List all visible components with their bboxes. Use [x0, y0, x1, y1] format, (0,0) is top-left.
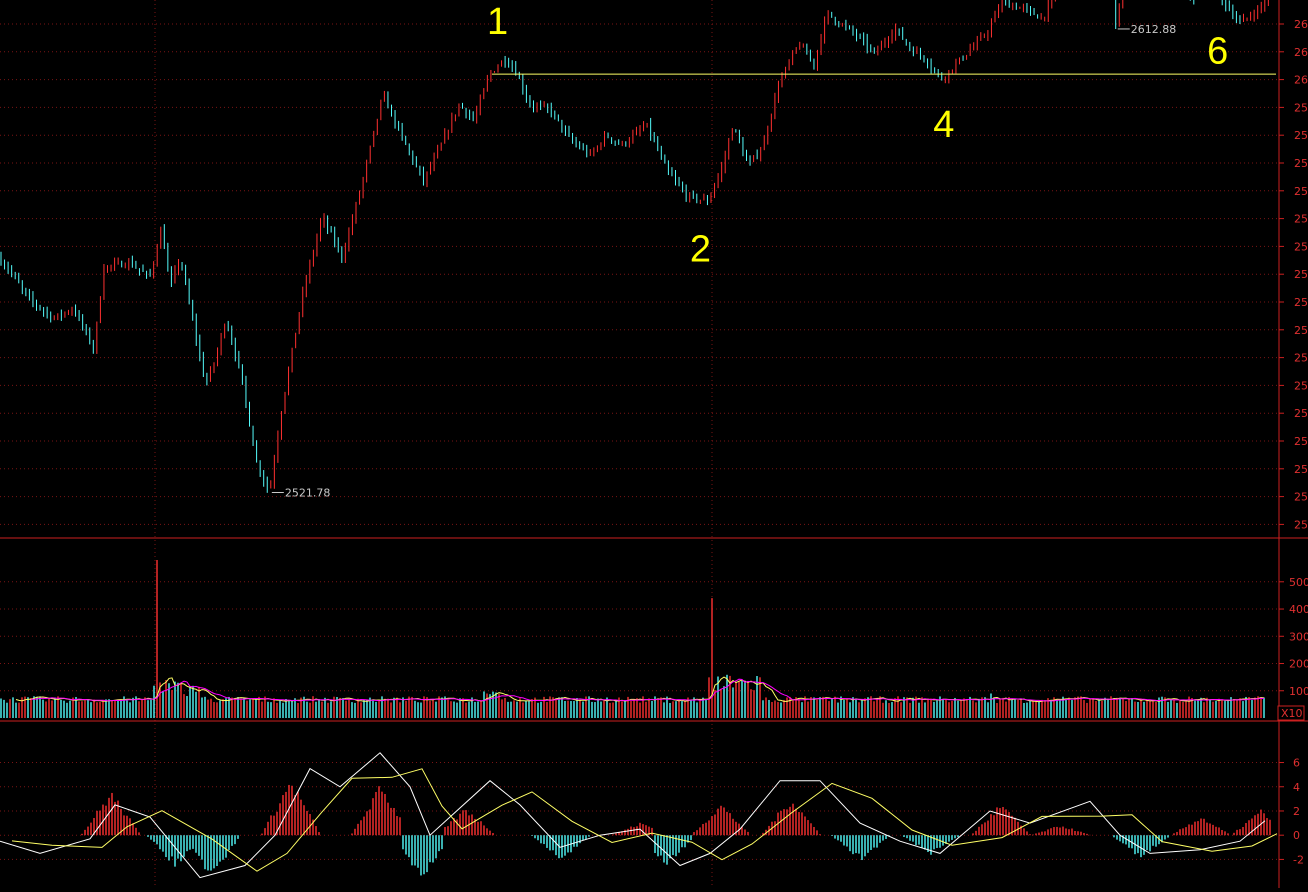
multiplier-box [1277, 705, 1305, 721]
price-tick-label: 25 [1294, 324, 1308, 337]
price-panel: 2521.78 2612.88 [0, 0, 1276, 500]
price-tick-label: 25 [1294, 129, 1308, 142]
price-tick-label: 25 [1294, 518, 1308, 531]
volume-tick-label: 200 [1289, 658, 1308, 671]
price-tick-label: 25 [1294, 157, 1308, 170]
price-tick-label: 26 [1294, 18, 1308, 31]
wave-label-2: 2 [690, 228, 711, 270]
high-price-label: 2612.88 [1131, 23, 1177, 36]
volume-tick-label: 500 [1289, 576, 1308, 589]
macd-panel [0, 752, 1278, 879]
price-tick-label: 25 [1294, 435, 1308, 448]
wave-label-1: 1 [487, 1, 508, 43]
price-tick-label: 25 [1294, 213, 1308, 226]
macd-tick-label: 4 [1293, 781, 1300, 794]
macd-tick-label: 0 [1293, 829, 1300, 842]
volume-tick-label: 100 [1289, 685, 1308, 698]
volume-tick-label: 400 [1289, 603, 1308, 616]
price-tick-label: 25 [1294, 491, 1308, 504]
macd-signal-line [11, 768, 1278, 872]
volume-ma-line [30, 678, 1265, 702]
price-tick-label: 25 [1294, 352, 1308, 365]
price-tick-label: 25 [1294, 101, 1308, 114]
y-axis: 2626262525252525252525252525252525252550… [1277, 0, 1308, 888]
price-tick-label: 26 [1294, 74, 1308, 87]
wave-label-4: 4 [933, 104, 954, 146]
wave-label-6: 6 [1207, 30, 1228, 72]
price-tick-label: 25 [1294, 407, 1308, 420]
macd-tick-label: -2 [1293, 853, 1304, 866]
low-price-label: 2521.78 [285, 487, 331, 500]
macd-tick-label: 2 [1293, 805, 1300, 818]
price-tick-label: 25 [1294, 463, 1308, 476]
price-tick-label: 25 [1294, 296, 1308, 309]
volume-tick-label: 300 [1289, 630, 1308, 643]
price-tick-label: 25 [1294, 379, 1308, 392]
macd-signal-line [0, 752, 1266, 879]
price-tick-label: 26 [1294, 46, 1308, 59]
price-tick-label: 25 [1294, 240, 1308, 253]
price-tick-label: 25 [1294, 268, 1308, 281]
price-tick-label: 25 [1294, 185, 1308, 198]
volume-panel [0, 560, 1265, 718]
multiplier-label: X10 [1281, 707, 1303, 720]
volume-ma-line [15, 676, 1265, 703]
wave-labels: 123456 [487, 1, 1228, 270]
macd-tick-label: 6 [1293, 757, 1300, 770]
